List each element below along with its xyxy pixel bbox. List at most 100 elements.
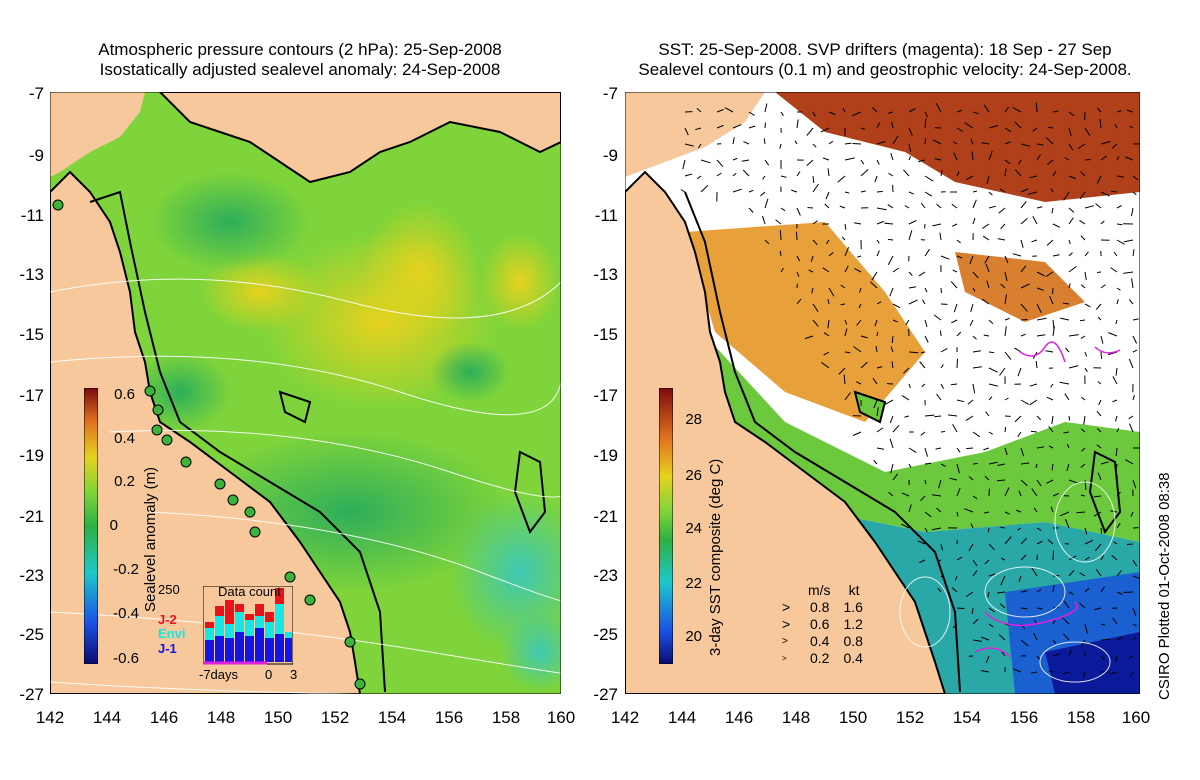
- velocity-arrow: [890, 346, 894, 353]
- inset-xlabel: 0: [265, 667, 273, 682]
- velocity-arrow: [1004, 271, 1008, 282]
- velocity-arrow: [1052, 287, 1054, 295]
- velocity-arrow: [764, 103, 768, 113]
- legend-ms: 0.6: [810, 616, 830, 632]
- velocity-arrow: [1020, 590, 1028, 593]
- velocity-arrow: [924, 111, 929, 118]
- velocity-arrow: [901, 523, 910, 529]
- velocity-arrow: [1027, 191, 1038, 195]
- velocity-arrow: [1100, 655, 1105, 661]
- velocity-arrow: [889, 287, 894, 297]
- velocity-arrow: [987, 591, 990, 598]
- legend-ms: 0.4: [810, 633, 830, 649]
- velocity-arrow: [1080, 463, 1086, 468]
- velocity-arrow: [812, 239, 818, 246]
- velocity-arrow: [968, 543, 974, 552]
- velocity-arrow: [1004, 255, 1009, 264]
- velocity-arrow: [1084, 539, 1094, 545]
- velocity-arrow: [988, 351, 995, 354]
- velocity-arrow: [892, 473, 899, 481]
- velocity-arrow: [891, 361, 894, 369]
- velocity-arrow: [924, 319, 928, 328]
- velocity-arrow: [984, 511, 990, 514]
- velocity-arrow: [857, 255, 862, 258]
- velocity-arrow: [1063, 600, 1070, 609]
- velocity-arrow: [876, 447, 885, 450]
- velocity-arrow: [1032, 216, 1038, 225]
- velocity-arrow: [1017, 527, 1022, 531]
- velocity-arrow: [1020, 479, 1028, 487]
- velocity-arrow: [983, 447, 990, 451]
- x-tick-label: 144: [92, 708, 122, 727]
- velocity-arrow: [1128, 655, 1134, 659]
- velocity-arrow: [940, 287, 942, 293]
- velocity-arrow: [1046, 239, 1054, 246]
- velocity-arrow: [1035, 102, 1038, 113]
- velocity-arrow: [951, 319, 958, 324]
- velocity-arrow: [1097, 316, 1102, 321]
- velocity-arrow: [1048, 445, 1054, 449]
- velocity-arrow: [952, 423, 958, 433]
- velocity-arrow: [860, 190, 866, 193]
- velocity-arrow: [985, 655, 990, 663]
- velocity-arrow: [920, 495, 926, 502]
- velocity-arrow: [779, 143, 782, 149]
- velocity-arrow: [1082, 671, 1086, 679]
- velocity-arrow: [1081, 396, 1086, 401]
- velocity-arrow: [876, 141, 886, 145]
- velocity-arrow: [920, 431, 926, 436]
- velocity-arrow: [796, 298, 802, 305]
- velocity-arrow: [985, 411, 990, 417]
- velocity-arrow: [1115, 367, 1118, 376]
- velocity-arrow: [1004, 168, 1007, 177]
- velocity-arrow: [1017, 431, 1022, 437]
- velocity-arrow: [1052, 639, 1057, 644]
- velocity-arrow: [1051, 207, 1054, 214]
- velocity-arrow: [1097, 107, 1102, 113]
- velocity-arrow: [876, 331, 879, 337]
- velocity-arrow: [1100, 527, 1103, 534]
- y-tick-label: -11: [594, 206, 618, 225]
- velocity-arrow: [1130, 671, 1134, 677]
- velocity-arrow: [1068, 127, 1072, 137]
- y-tick-label: -21: [593, 507, 618, 526]
- y-tick-label: -19: [19, 446, 44, 465]
- velocity-arrow: [999, 367, 1006, 376]
- velocity-arrow: [884, 399, 894, 406]
- cb-left-tick: 0.6: [114, 386, 135, 403]
- velocity-arrow: [827, 168, 830, 177]
- velocity-arrow: [956, 239, 961, 244]
- x-tick-label: 156: [434, 708, 464, 727]
- velocity-arrow: [964, 122, 974, 129]
- velocity-arrow: [1020, 607, 1028, 610]
- velocity-arrow: [876, 427, 884, 433]
- velocity-arrow: [888, 491, 894, 497]
- velocity-arrow: [876, 190, 883, 193]
- velocity-arrow: [890, 153, 894, 161]
- velocity-arrow: [1036, 334, 1046, 337]
- velocity-arrow: [950, 281, 958, 289]
- velocity-arrow: [775, 219, 782, 225]
- velocity-arrow: [1030, 430, 1038, 433]
- velocity-legend: m/s kt >0.8 1.6 >0.6 1.2 >0.4 0.8 >0.2 0.4: [782, 582, 863, 667]
- velocity-arrow: [1068, 175, 1077, 180]
- velocity-arrow: [1004, 106, 1010, 113]
- velocity-arrow: [924, 462, 932, 465]
- x-tick-label: 142: [610, 708, 640, 727]
- velocity-arrow: [1116, 156, 1120, 161]
- velocity-arrow: [953, 152, 958, 161]
- velocity-arrow: [1114, 124, 1118, 129]
- velocity-arrow: [1004, 511, 1010, 515]
- velocity-arrow: [892, 135, 899, 145]
- velocity-arrow: [860, 159, 865, 165]
- legend-kt: 1.2: [843, 616, 863, 632]
- velocity-arrow: [1100, 191, 1110, 197]
- velocity-arrow: [855, 381, 862, 385]
- velocity-arrow: [985, 263, 990, 273]
- velocity-arrow: [804, 335, 814, 340]
- y-tick-label: -15: [19, 325, 44, 344]
- velocity-arrow: [1004, 426, 1007, 433]
- velocity-arrow: [796, 171, 801, 177]
- velocity-arrow: [1036, 154, 1042, 161]
- velocity-arrow: [742, 169, 750, 177]
